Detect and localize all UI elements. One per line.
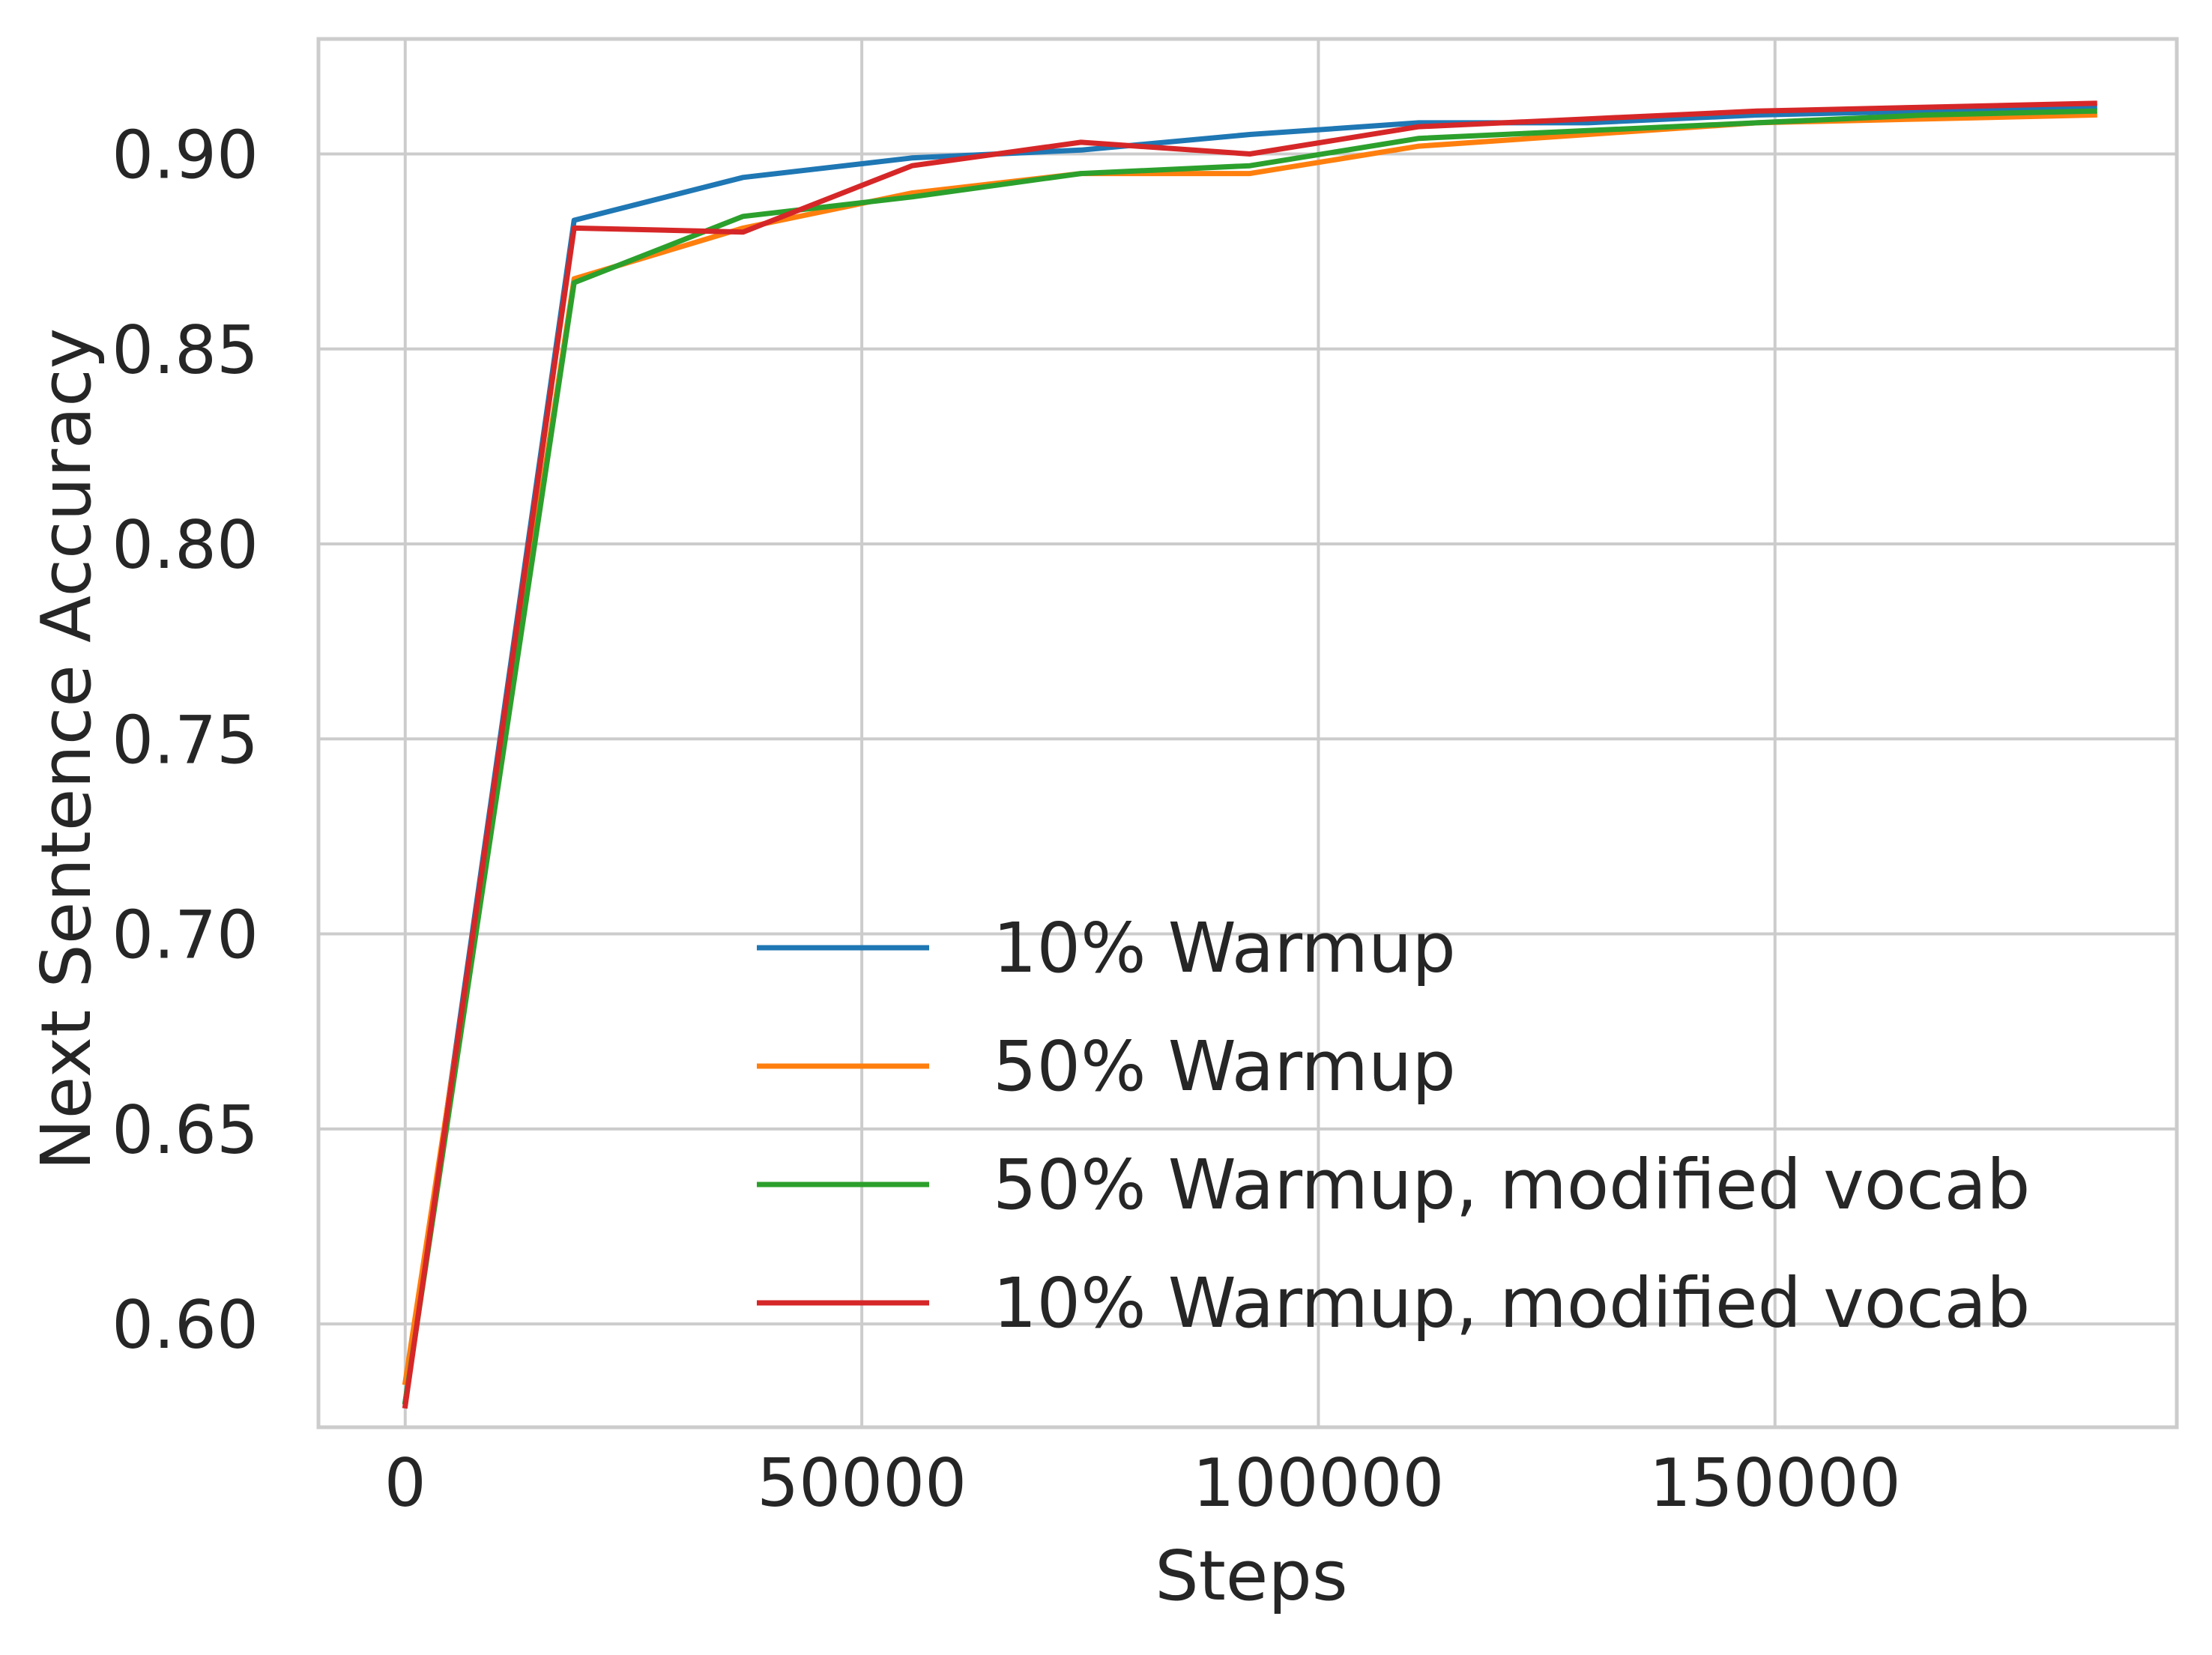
- y-axis-label: Next Sentence Accuracy: [26, 328, 106, 1170]
- x-axis-label: Steps: [1155, 1536, 1347, 1616]
- legend: 10% Warmup 50% Warmup 50% Warmup, modified…: [757, 908, 2030, 1343]
- y-tick-label: 0.80: [112, 506, 259, 584]
- legend-label-0: 10% Warmup: [993, 908, 1456, 988]
- y-tick-label: 0.60: [112, 1286, 259, 1364]
- plot-border: [316, 37, 2179, 1429]
- series-line-2: [402, 108, 2097, 1406]
- y-tick-label: 0.90: [112, 117, 259, 194]
- plot-frame: [316, 37, 2179, 1429]
- x-tick-label: 100000: [1192, 1444, 1444, 1522]
- y-axis-ticks: 0.60 0.65 0.70 0.75 0.80 0.85 0.90: [112, 117, 259, 1364]
- legend-label-2: 50% Warmup, modified vocab: [993, 1145, 2030, 1225]
- series-lines: [402, 100, 2097, 1409]
- legend-label-3: 10% Warmup, modified vocab: [993, 1263, 2030, 1343]
- series-line-0: [402, 104, 2097, 1406]
- legend-label-1: 50% Warmup: [993, 1026, 1456, 1107]
- series-line-3: [402, 100, 2097, 1409]
- y-tick-label: 0.70: [112, 897, 259, 974]
- y-tick-label: 0.65: [112, 1092, 259, 1169]
- x-tick-label: 50000: [757, 1444, 967, 1522]
- grid: [318, 39, 2177, 1427]
- y-tick-label: 0.75: [112, 701, 259, 778]
- x-tick-label: 0: [384, 1444, 426, 1522]
- x-axis-ticks: 0 50000 100000 150000: [384, 1444, 1901, 1522]
- y-tick-label: 0.85: [112, 312, 259, 389]
- x-tick-label: 150000: [1649, 1444, 1901, 1522]
